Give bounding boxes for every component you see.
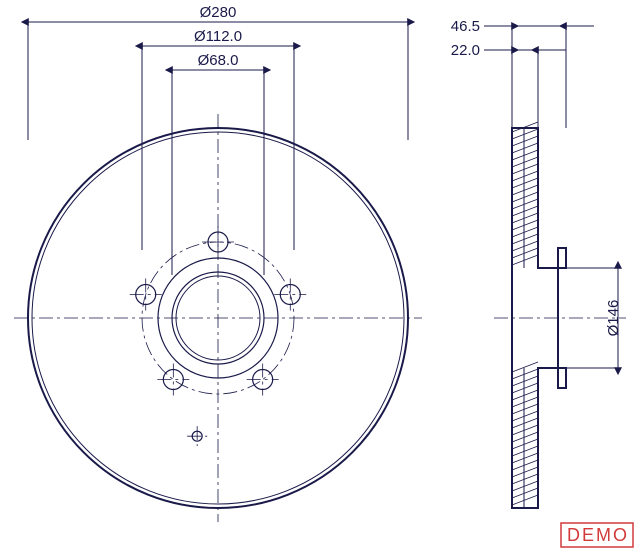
dimension-set: Ø280 Ø112.0 Ø68.0 46.5 22.0 Ø146 xyxy=(28,4,622,368)
demo-stamp: DEMO xyxy=(561,523,633,547)
front-view xyxy=(14,114,422,522)
demo-label: DEMO xyxy=(567,525,629,545)
dimension-label: 46.5 xyxy=(451,18,480,35)
dimension-label: 22.0 xyxy=(451,42,480,59)
dimension-label: Ø146 xyxy=(605,300,622,337)
dimension-label: Ø112.0 xyxy=(194,28,242,45)
dimension-label: Ø280 xyxy=(200,4,237,21)
dimension-label: Ø68.0 xyxy=(198,52,239,69)
